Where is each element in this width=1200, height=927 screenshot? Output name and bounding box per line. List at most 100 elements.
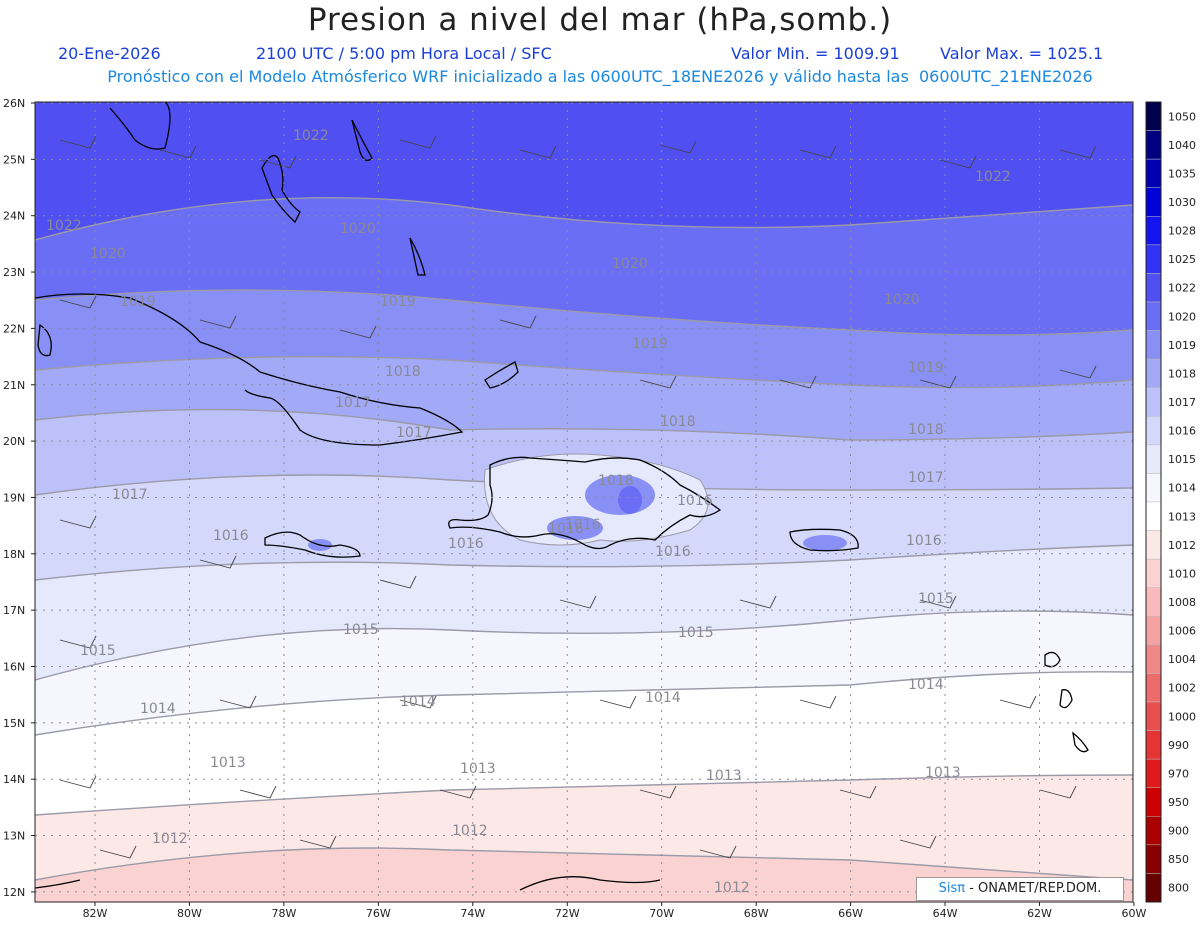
contour-label: 1019 xyxy=(380,294,416,310)
credit-text: - ONAMET/REP.DOM. xyxy=(965,881,1102,896)
contour-label: 1018 xyxy=(908,422,944,438)
contour-label: 1020 xyxy=(340,221,376,237)
colorbar-label: 1004 xyxy=(1168,653,1196,666)
contour-label: 1017 xyxy=(908,470,944,486)
colorbar-label: 1015 xyxy=(1168,453,1196,466)
contour-label: 1018 xyxy=(598,473,634,489)
lat-label: 21N xyxy=(3,379,25,392)
lat-label: 17N xyxy=(3,604,25,617)
contour-label: 1014 xyxy=(645,690,681,706)
colorbar-swatch xyxy=(1145,873,1162,903)
wind-barbs xyxy=(59,135,1097,859)
lat-label: 23N xyxy=(3,266,25,279)
contour-label: 1013 xyxy=(925,765,961,781)
colorbar-label: 1018 xyxy=(1168,367,1196,380)
colorbar-label: 1014 xyxy=(1168,482,1196,495)
contour-label: 1019 xyxy=(632,336,668,352)
contour-label: 1022 xyxy=(46,218,82,234)
contour-label: 1015 xyxy=(678,625,714,641)
contour-label: 1012 xyxy=(452,823,488,839)
colorbar-label: 1008 xyxy=(1168,596,1196,609)
lon-label: 70W xyxy=(649,907,674,920)
lat-label: 26N xyxy=(3,97,25,110)
colorbar-label: 1020 xyxy=(1168,310,1196,323)
colorbar-label: 900 xyxy=(1168,825,1189,838)
forecast-date: 20-Ene-2026 xyxy=(58,44,161,63)
colorbar-label: 1030 xyxy=(1168,196,1196,209)
contour-label: 1015 xyxy=(918,591,954,607)
longitude-axis: 82W 80W 78W 76W 74W 72W 70W 68W 66W 64W 62W 60W xyxy=(83,902,1147,920)
colorbar-swatch xyxy=(1145,558,1162,588)
valor-max: Valor Max. = 1025.1 xyxy=(940,44,1104,63)
colorbar-swatch xyxy=(1145,130,1162,160)
lat-label: 20N xyxy=(3,435,25,448)
lat-label: 12N xyxy=(3,886,25,899)
contour-label: 1016 xyxy=(565,517,601,533)
lat-label: 25N xyxy=(3,153,25,166)
contour-label: 1016 xyxy=(548,521,584,537)
colorbar-swatch xyxy=(1145,787,1162,817)
lat-label: 15N xyxy=(3,717,25,730)
graticule xyxy=(35,102,1133,902)
colorbar: 1050 1040 1035 1030 1028 1025 1022 1020 1019 1018… xyxy=(1145,101,1196,903)
colorbar-label: 1040 xyxy=(1168,139,1196,152)
colorbar-swatch xyxy=(1145,816,1162,846)
colorbar-frame xyxy=(1145,101,1162,903)
contour-label: 1015 xyxy=(343,622,379,638)
contour-label: 1019 xyxy=(908,360,944,376)
contour-label: 1015 xyxy=(80,643,116,659)
sis-label: Sisπ xyxy=(938,881,966,896)
contour-label: 1012 xyxy=(714,880,750,896)
colorbar-label: 1050 xyxy=(1168,110,1196,123)
colorbar-label: 970 xyxy=(1168,767,1189,780)
map-title: Presion a nivel del mar (hPa,somb.) xyxy=(307,2,893,38)
hispaniola-low-pressure xyxy=(308,453,847,551)
colorbar-swatch xyxy=(1145,216,1162,246)
lon-label: 82W xyxy=(83,907,108,920)
colorbar-swatch xyxy=(1145,187,1162,217)
lon-label: 80W xyxy=(177,907,202,920)
colorbar-label: 1013 xyxy=(1168,510,1196,523)
colorbar-label: 1022 xyxy=(1168,282,1196,295)
lat-label: 18N xyxy=(3,548,25,561)
band-1010 xyxy=(35,848,1133,902)
lon-label: 66W xyxy=(838,907,863,920)
contour-label: 1016 xyxy=(448,536,484,552)
contour-label: 1020 xyxy=(612,256,648,272)
colorbar-swatch xyxy=(1145,444,1162,474)
colorbar-label: 850 xyxy=(1168,853,1189,866)
contour-label: 1016 xyxy=(677,493,713,509)
colorbar-label: 1028 xyxy=(1168,225,1196,238)
valor-min: Valor Min. = 1009.91 xyxy=(731,44,900,63)
colorbar-swatch xyxy=(1145,673,1162,703)
colorbar-swatch xyxy=(1145,358,1162,388)
contour-label: 1017 xyxy=(396,425,432,441)
colorbar-swatch xyxy=(1145,101,1162,131)
colorbar-swatch xyxy=(1145,587,1162,617)
lat-label: 14N xyxy=(3,773,25,786)
lon-label: 68W xyxy=(744,907,769,920)
contour-label: 1014 xyxy=(400,694,436,710)
lon-label: 78W xyxy=(271,907,296,920)
colorbar-swatch xyxy=(1145,530,1162,560)
forecast-time: 2100 UTC / 5:00 pm Hora Local / SFC xyxy=(256,44,552,63)
model-info-line: Pronóstico con el Modelo Atmósferico WRF… xyxy=(107,67,1093,86)
contour-label: 1022 xyxy=(975,169,1011,185)
colorbar-swatch xyxy=(1145,301,1162,331)
colorbar-swatch xyxy=(1145,616,1162,646)
colorbar-label: 1002 xyxy=(1168,682,1196,695)
colorbar-swatch xyxy=(1145,273,1162,303)
colorbar-label: 1012 xyxy=(1168,539,1196,552)
contour-label: 1020 xyxy=(884,292,920,308)
lon-label: 60W xyxy=(1122,907,1147,920)
lat-label: 16N xyxy=(3,661,25,674)
colorbar-swatch xyxy=(1145,473,1162,503)
colorbar-label: 990 xyxy=(1168,739,1189,752)
lon-label: 76W xyxy=(366,907,391,920)
lon-label: 62W xyxy=(1027,907,1052,920)
contour-labels: 1022 1022 1022 1020 1020 1020 1020 1019 1019 1019… xyxy=(46,128,1011,896)
contour-label: 1014 xyxy=(908,677,944,693)
contour-label: 1013 xyxy=(210,755,246,771)
colorbar-label: 1035 xyxy=(1168,167,1196,180)
coastlines xyxy=(35,102,1089,891)
